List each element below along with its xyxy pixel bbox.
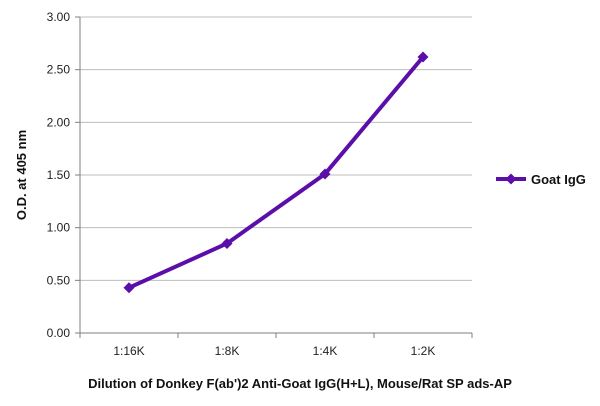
y-tick-label: 0.50 bbox=[47, 273, 71, 287]
x-tick-label: 1:2K bbox=[411, 344, 436, 358]
legend-marker-goat-igg bbox=[505, 173, 517, 185]
y-tick-label: 2.50 bbox=[47, 63, 71, 77]
y-tick-label: 1.50 bbox=[47, 168, 71, 182]
gridlines bbox=[80, 16, 472, 281]
data-point bbox=[319, 168, 331, 180]
x-axis-title: Dilution of Donkey F(ab')2 Anti-Goat IgG… bbox=[88, 376, 512, 391]
data-point bbox=[123, 282, 135, 294]
axes bbox=[75, 16, 473, 338]
y-axis-title: O.D. at 405 nm bbox=[14, 130, 29, 220]
y-tick-label: 3.00 bbox=[47, 10, 71, 24]
y-tick-label: 2.00 bbox=[47, 115, 71, 129]
x-tick-label: 1:16K bbox=[113, 344, 144, 358]
series-line-goat-igg bbox=[127, 55, 425, 290]
series-layer bbox=[123, 51, 429, 294]
x-tick-label: 1:8K bbox=[215, 344, 240, 358]
x-tick-label: 1:4K bbox=[313, 344, 338, 358]
legend: Goat IgG bbox=[496, 172, 586, 187]
y-tick-label: 1.00 bbox=[47, 221, 71, 235]
y-tick-label: 0.00 bbox=[47, 326, 71, 340]
data-point bbox=[221, 237, 233, 249]
data-point bbox=[417, 51, 429, 63]
x-tick-labels: 1:16K 1:8K 1:4K 1:2K bbox=[113, 344, 435, 358]
y-tick-labels: 0.00 0.50 1.00 1.50 2.00 2.50 3.00 bbox=[47, 10, 71, 340]
legend-label-goat-igg: Goat IgG bbox=[531, 172, 586, 187]
